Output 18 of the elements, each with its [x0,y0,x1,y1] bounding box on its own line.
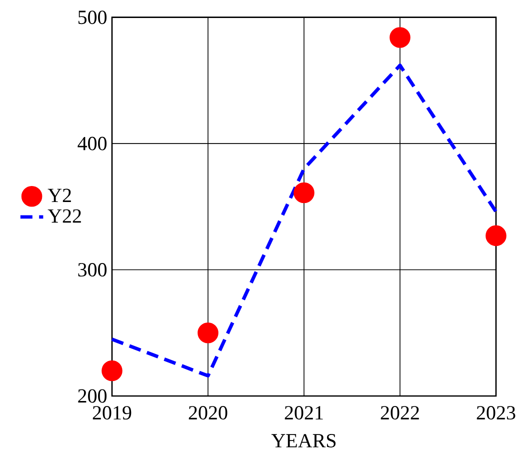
legend-label: Y22 [48,209,81,222]
y-tick-label: 200 [78,389,107,403]
legend-label: Y2 [48,188,71,202]
point [390,26,410,48]
point [198,322,218,344]
y-tick-label: 300 [78,262,107,276]
y-tick-label: 500 [78,10,107,24]
x-tick-label: 2022 [380,406,419,420]
line-series [110,63,498,378]
x-tick-label: 2021 [284,406,323,420]
x-tick-label: 2019 [92,406,132,420]
x-axis-title: YEARS [271,434,336,448]
point [294,182,314,204]
y-tick-label: 400 [78,136,107,150]
x-tick-label: 2023 [476,406,516,420]
point [486,225,506,246]
x-tick-label: 2020 [188,406,228,420]
point [102,360,122,381]
